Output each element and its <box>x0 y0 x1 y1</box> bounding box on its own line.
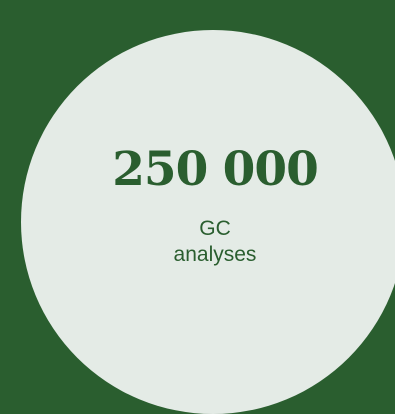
stat-label-line1: GC <box>199 217 231 240</box>
stat-value: 250 000 <box>112 142 319 197</box>
stat-circle <box>21 30 395 414</box>
stat-label: GC analyses <box>0 216 395 268</box>
stat-label-line2: analyses <box>173 243 257 266</box>
